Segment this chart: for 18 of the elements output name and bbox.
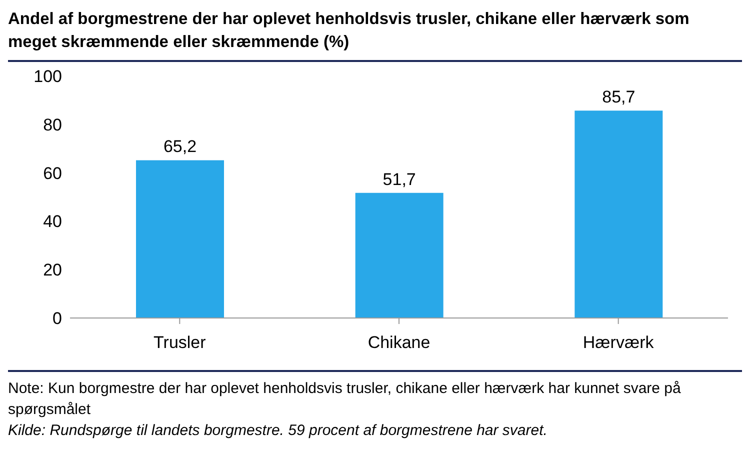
data-label: 65,2 [163, 137, 197, 156]
y-tick-label: 20 [43, 260, 62, 280]
data-label: 51,7 [382, 170, 416, 189]
y-tick-label: 60 [43, 164, 62, 183]
y-tick-label: 0 [52, 309, 62, 328]
text: Kilde: Rundspørge til landets borgmestre. 59 procent af borgmestrene har svaret. [8, 421, 548, 441]
data-label: 85,7 [602, 88, 636, 107]
bar [355, 192, 444, 318]
y-tick-label: 40 [43, 212, 62, 232]
x-tick-label: Hærværk [582, 333, 654, 352]
x-tick-label: Chikane [368, 333, 430, 352]
text: Note: Kun borgmestre der har oplevet henholdsvis trusler, chikane eller hærværk har kunnet svare på spørgsmålet [8, 379, 682, 420]
bar [136, 160, 224, 318]
chart-title: Andel af borgmestrene der har oplevet henholdsvis trusler, chikane eller hærværk som meget skræmmende eller skræmmende (%) [8, 9, 690, 53]
y-tick-label: 80 [43, 115, 62, 134]
bar [574, 110, 663, 318]
x-tick-label: Trusler [154, 333, 206, 352]
y-tick-label: 100 [34, 67, 62, 86]
